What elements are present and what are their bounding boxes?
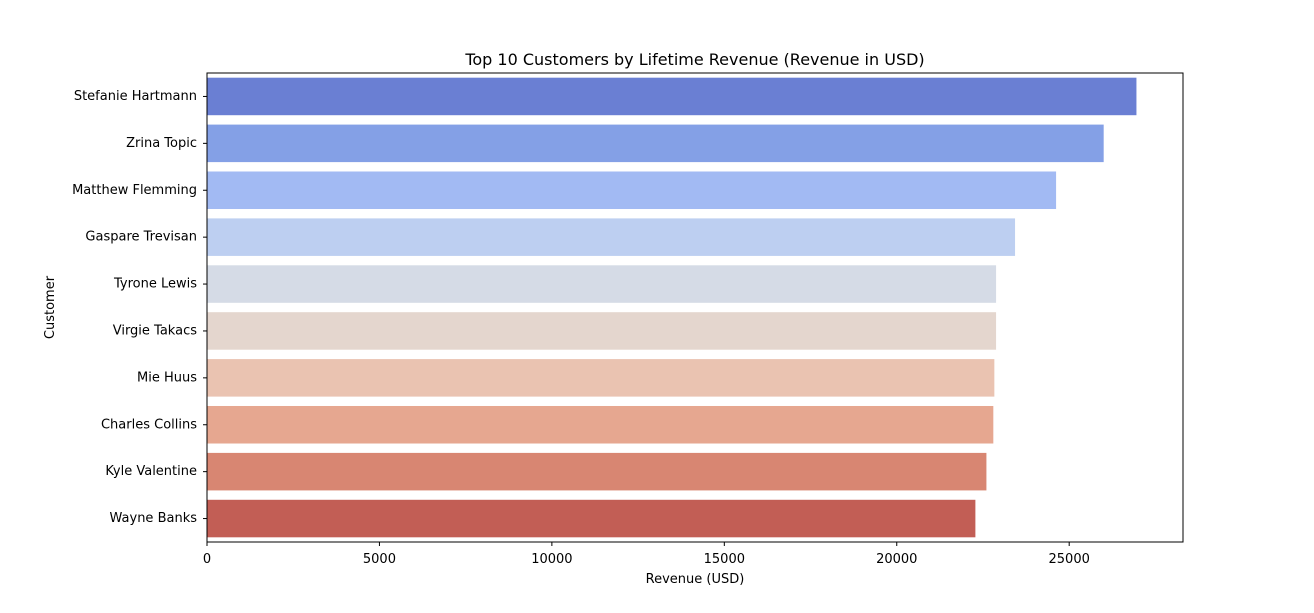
- x-tick-label: 0: [203, 552, 211, 567]
- y-axis-label: Customer: [43, 275, 58, 339]
- bar-9: [207, 499, 976, 538]
- bar-0: [207, 77, 1137, 116]
- x-tick-label: 5000: [363, 552, 396, 567]
- y-tick-label: Gaspare Trevisan: [85, 230, 197, 245]
- y-tick-label: Zrina Topic: [126, 136, 197, 151]
- y-tick-label: Stefanie Hartmann: [74, 89, 197, 104]
- bar-3: [207, 218, 1016, 256]
- bar-2: [207, 171, 1057, 210]
- y-tick-label: Mie Huus: [137, 370, 197, 385]
- bar-6: [207, 359, 995, 397]
- x-tick-label: 10000: [531, 552, 572, 567]
- bar-5: [207, 312, 997, 350]
- bar-4: [207, 265, 997, 303]
- y-axis: Stefanie Hartmann Zrina Topic Matthew Flem…: [72, 89, 207, 526]
- bars-group: [207, 77, 1137, 538]
- x-tick-label: 15000: [704, 552, 745, 567]
- x-tick-label: 20000: [876, 552, 917, 567]
- x-axis-label: Revenue (USD): [646, 572, 745, 587]
- y-tick-label: Wayne Banks: [110, 511, 198, 526]
- y-tick-label: Kyle Valentine: [105, 464, 197, 479]
- x-axis: 0 5000 10000 15000 20000 25000: [203, 542, 1090, 567]
- bar-1: [207, 124, 1104, 163]
- y-tick-label: Tyrone Lewis: [113, 277, 197, 292]
- y-tick-label: Matthew Flemming: [72, 183, 197, 198]
- bar-7: [207, 405, 994, 444]
- y-tick-label: Charles Collins: [101, 417, 197, 432]
- plot-frame: [206, 72, 1184, 543]
- bar-8: [207, 452, 987, 491]
- x-tick-label: 25000: [1049, 552, 1090, 567]
- y-tick-label: Virgie Takacs: [113, 323, 197, 338]
- chart-title: Top 10 Customers by Lifetime Revenue (Re…: [464, 50, 924, 69]
